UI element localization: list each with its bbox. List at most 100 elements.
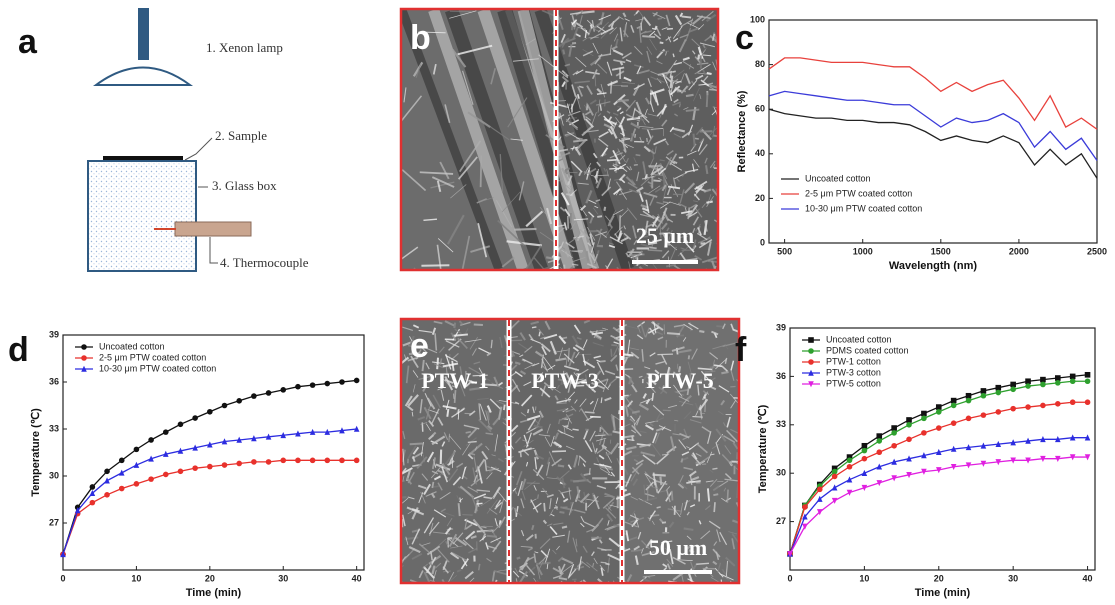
series-line: [790, 438, 1088, 554]
texture: [614, 525, 620, 526]
marker: [1010, 382, 1016, 388]
texture: [716, 326, 724, 327]
marker: [266, 459, 272, 465]
marker: [251, 393, 257, 399]
texture: [562, 337, 567, 338]
marker: [936, 409, 942, 415]
series-line: [790, 375, 1088, 554]
texture: [573, 429, 579, 430]
texture: [611, 345, 617, 346]
texture: [556, 403, 566, 404]
legend-label: 10-30 μm PTW coated cotton: [99, 363, 216, 373]
marker: [995, 409, 1001, 415]
marker: [134, 481, 140, 487]
texture: [421, 265, 449, 266]
texture: [616, 377, 620, 378]
texture: [699, 331, 704, 332]
marker: [295, 458, 301, 464]
texture: [539, 332, 540, 337]
marker: [876, 433, 882, 439]
sample-label: PTW-5: [646, 368, 714, 393]
marker: [808, 348, 814, 354]
x-axis-label: Wavelength (nm): [889, 260, 978, 272]
marker: [1010, 406, 1016, 412]
marker: [817, 487, 823, 493]
texture: [514, 229, 536, 230]
texture: [559, 512, 564, 513]
marker: [207, 409, 213, 415]
legend-label: 2-5 μm PTW coated cotton: [805, 188, 912, 198]
y-tick-label: 27: [49, 517, 59, 527]
marker: [1085, 372, 1091, 378]
y-tick-label: 33: [49, 423, 59, 433]
texture: [477, 503, 483, 504]
legend-label: Uncoated cotton: [826, 334, 892, 344]
marker: [891, 425, 897, 431]
marker: [1055, 375, 1061, 381]
x-tick-label: 40: [1083, 573, 1093, 583]
panel-label: f: [735, 331, 747, 369]
marker: [148, 437, 154, 443]
texture: [706, 165, 707, 174]
marker: [81, 344, 87, 350]
marker: [1010, 387, 1016, 393]
texture: [662, 522, 666, 523]
marker: [90, 484, 96, 490]
marker: [1040, 377, 1046, 383]
x-tick-label: 500: [777, 246, 792, 256]
marker: [324, 381, 330, 387]
marker: [862, 456, 868, 462]
texture: [617, 100, 629, 101]
texture: [657, 507, 661, 508]
texture: [658, 18, 663, 19]
marker: [339, 379, 345, 385]
marker: [1070, 374, 1076, 380]
texture: [672, 491, 673, 501]
marker: [280, 387, 286, 393]
marker: [906, 422, 912, 428]
texture: [601, 562, 607, 563]
series-line: [63, 460, 357, 554]
legend-label: PTW-5 cotton: [826, 378, 881, 388]
texture: [716, 188, 717, 192]
texture: [653, 175, 663, 176]
marker: [951, 403, 957, 409]
marker: [966, 416, 972, 422]
marker: [921, 416, 927, 422]
texture: [568, 348, 569, 362]
x-axis-label: Time (min): [915, 587, 971, 599]
marker: [1085, 399, 1091, 405]
marker: [1025, 383, 1031, 389]
marker: [236, 398, 242, 404]
series-line: [769, 109, 1097, 178]
marker: [251, 459, 257, 465]
marker: [951, 420, 957, 426]
marker: [90, 500, 96, 506]
leader: [185, 138, 212, 160]
x-tick-label: 40: [352, 573, 362, 583]
diagram-label: 1. Xenon lamp: [206, 40, 283, 55]
marker: [876, 449, 882, 455]
texture: [536, 563, 551, 564]
texture: [517, 558, 520, 559]
x-tick-label: 30: [278, 573, 288, 583]
marker: [1055, 380, 1061, 386]
chart: 0102030402730333639Time (min)Temperature…: [30, 329, 364, 599]
marker: [876, 438, 882, 444]
marker: [104, 469, 110, 475]
texture: [528, 409, 529, 413]
marker: [1040, 403, 1046, 409]
marker: [966, 393, 972, 399]
marker: [832, 484, 838, 490]
texture: [652, 393, 653, 401]
x-tick-label: 1000: [853, 246, 873, 256]
texture: [564, 426, 569, 427]
y-tick-label: 80: [755, 59, 765, 69]
texture: [585, 412, 595, 413]
chart: 5001000150020002500020406080100Wavelengt…: [736, 14, 1107, 272]
texture: [695, 138, 699, 139]
y-tick-label: 36: [776, 371, 786, 381]
texture: [672, 71, 676, 72]
y-tick-label: 40: [755, 148, 765, 158]
legend-label: PTW-1 cotton: [826, 356, 881, 366]
